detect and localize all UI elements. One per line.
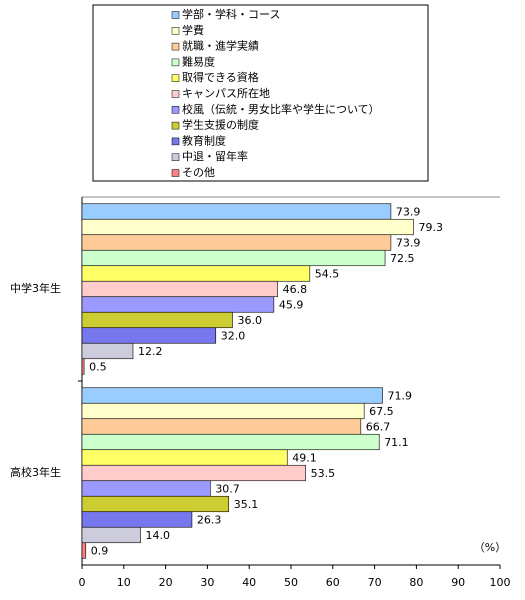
- x-tick-label: 50: [284, 576, 298, 589]
- value-label: 45.9: [279, 299, 304, 312]
- bar: [81, 402, 365, 420]
- y-tick-label: 中学3年生: [10, 281, 61, 295]
- legend-swatch: [171, 74, 180, 82]
- value-label: 14.0: [146, 529, 171, 542]
- bar: [81, 249, 386, 267]
- value-label: 0.9: [91, 545, 109, 558]
- value-label: 66.7: [366, 421, 391, 434]
- legend-swatch: [171, 42, 180, 51]
- x-tick-label: 90: [451, 576, 465, 589]
- x-tick-label: 60: [326, 576, 340, 589]
- value-label: 72.5: [390, 252, 415, 265]
- legend-label: 学生支援の制度: [182, 118, 259, 132]
- bar: [81, 296, 275, 313]
- legend-swatch: [171, 27, 180, 35]
- value-label: 32.0: [221, 330, 246, 343]
- x-tick-label: 10: [117, 576, 131, 589]
- bar: [81, 265, 311, 282]
- bar: [81, 280, 278, 298]
- x-tick-label: 70: [368, 576, 382, 589]
- value-label: 73.9: [396, 206, 421, 219]
- legend-swatch: [171, 58, 180, 67]
- y-tick-label: 高校3年生: [10, 465, 61, 479]
- value-label: 35.1: [234, 498, 259, 511]
- x-tick-label: 30: [200, 576, 214, 589]
- legend-swatch: [171, 153, 180, 161]
- bar: [81, 203, 392, 220]
- legend-swatch: [171, 106, 180, 114]
- bar: [81, 218, 414, 236]
- bar: [81, 495, 230, 513]
- bar: [81, 511, 193, 528]
- bar: [81, 342, 134, 360]
- bar: [81, 234, 392, 251]
- legend-box: [92, 4, 429, 182]
- x-tick-label: 80: [409, 576, 423, 589]
- value-label: 54.5: [315, 268, 340, 281]
- bar: [81, 327, 217, 344]
- x-tick-label: 0: [79, 576, 86, 589]
- bar: [81, 480, 211, 497]
- value-label: 79.3: [418, 221, 443, 234]
- bar: [81, 464, 306, 482]
- x-tick-label: 40: [242, 576, 256, 589]
- bar: [81, 542, 87, 559]
- legend-swatch: [171, 137, 180, 146]
- value-label: 0.5: [89, 361, 107, 374]
- value-label: 67.5: [369, 405, 394, 418]
- bar: [81, 433, 380, 451]
- bar: [81, 526, 141, 544]
- bar: [81, 358, 85, 375]
- value-label: 26.3: [197, 514, 222, 527]
- value-label: 46.8: [283, 283, 308, 296]
- value-label: 53.5: [311, 467, 336, 480]
- legend-label: キャンパス所在地: [182, 87, 270, 100]
- legend-label: 難易度: [182, 54, 215, 68]
- x-unit: （%）: [474, 541, 506, 554]
- value-label: 36.0: [237, 314, 261, 327]
- legend-label: 校風（伝統・男女比率や学生について）: [182, 102, 380, 116]
- bar: [81, 311, 233, 329]
- bar: [81, 418, 362, 435]
- x-tick-label: 20: [159, 576, 173, 589]
- value-label: 73.9: [396, 237, 421, 250]
- legend-swatch: [171, 121, 180, 130]
- value-label: 49.1: [292, 452, 317, 465]
- legend-label: 学部・学科・コース: [182, 7, 280, 21]
- x-tick-label: 100: [490, 576, 511, 589]
- legend-label: 学費: [182, 23, 204, 37]
- legend-swatch: [171, 11, 180, 19]
- bar: [81, 387, 383, 404]
- legend-label: 教育制度: [182, 133, 226, 147]
- value-label: 71.1: [384, 436, 409, 449]
- legend-swatch: [171, 169, 180, 177]
- bar: [81, 449, 288, 466]
- legend-label: 中退・留年率: [182, 149, 248, 163]
- value-label: 30.7: [215, 483, 240, 496]
- value-label: 12.2: [138, 345, 163, 358]
- legend-swatch: [171, 90, 180, 98]
- legend-label: 就職・進学実績: [182, 39, 259, 53]
- legend-label: その他: [182, 166, 215, 179]
- value-label: 71.9: [388, 390, 413, 403]
- legend-label: 取得できる資格: [182, 70, 259, 84]
